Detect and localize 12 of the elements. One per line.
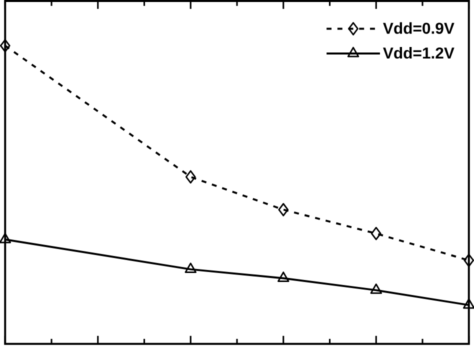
point — [278, 272, 290, 282]
point — [185, 170, 196, 184]
legend-label: Vdd=0.9V — [383, 22, 454, 34]
point — [370, 284, 382, 294]
point — [184, 262, 196, 274]
point — [464, 254, 474, 268]
legend-label: Vdd=1.2V — [383, 47, 454, 59]
point — [370, 227, 382, 240]
point — [462, 298, 474, 309]
point — [0, 233, 12, 244]
point — [0, 39, 10, 53]
point — [278, 203, 289, 217]
